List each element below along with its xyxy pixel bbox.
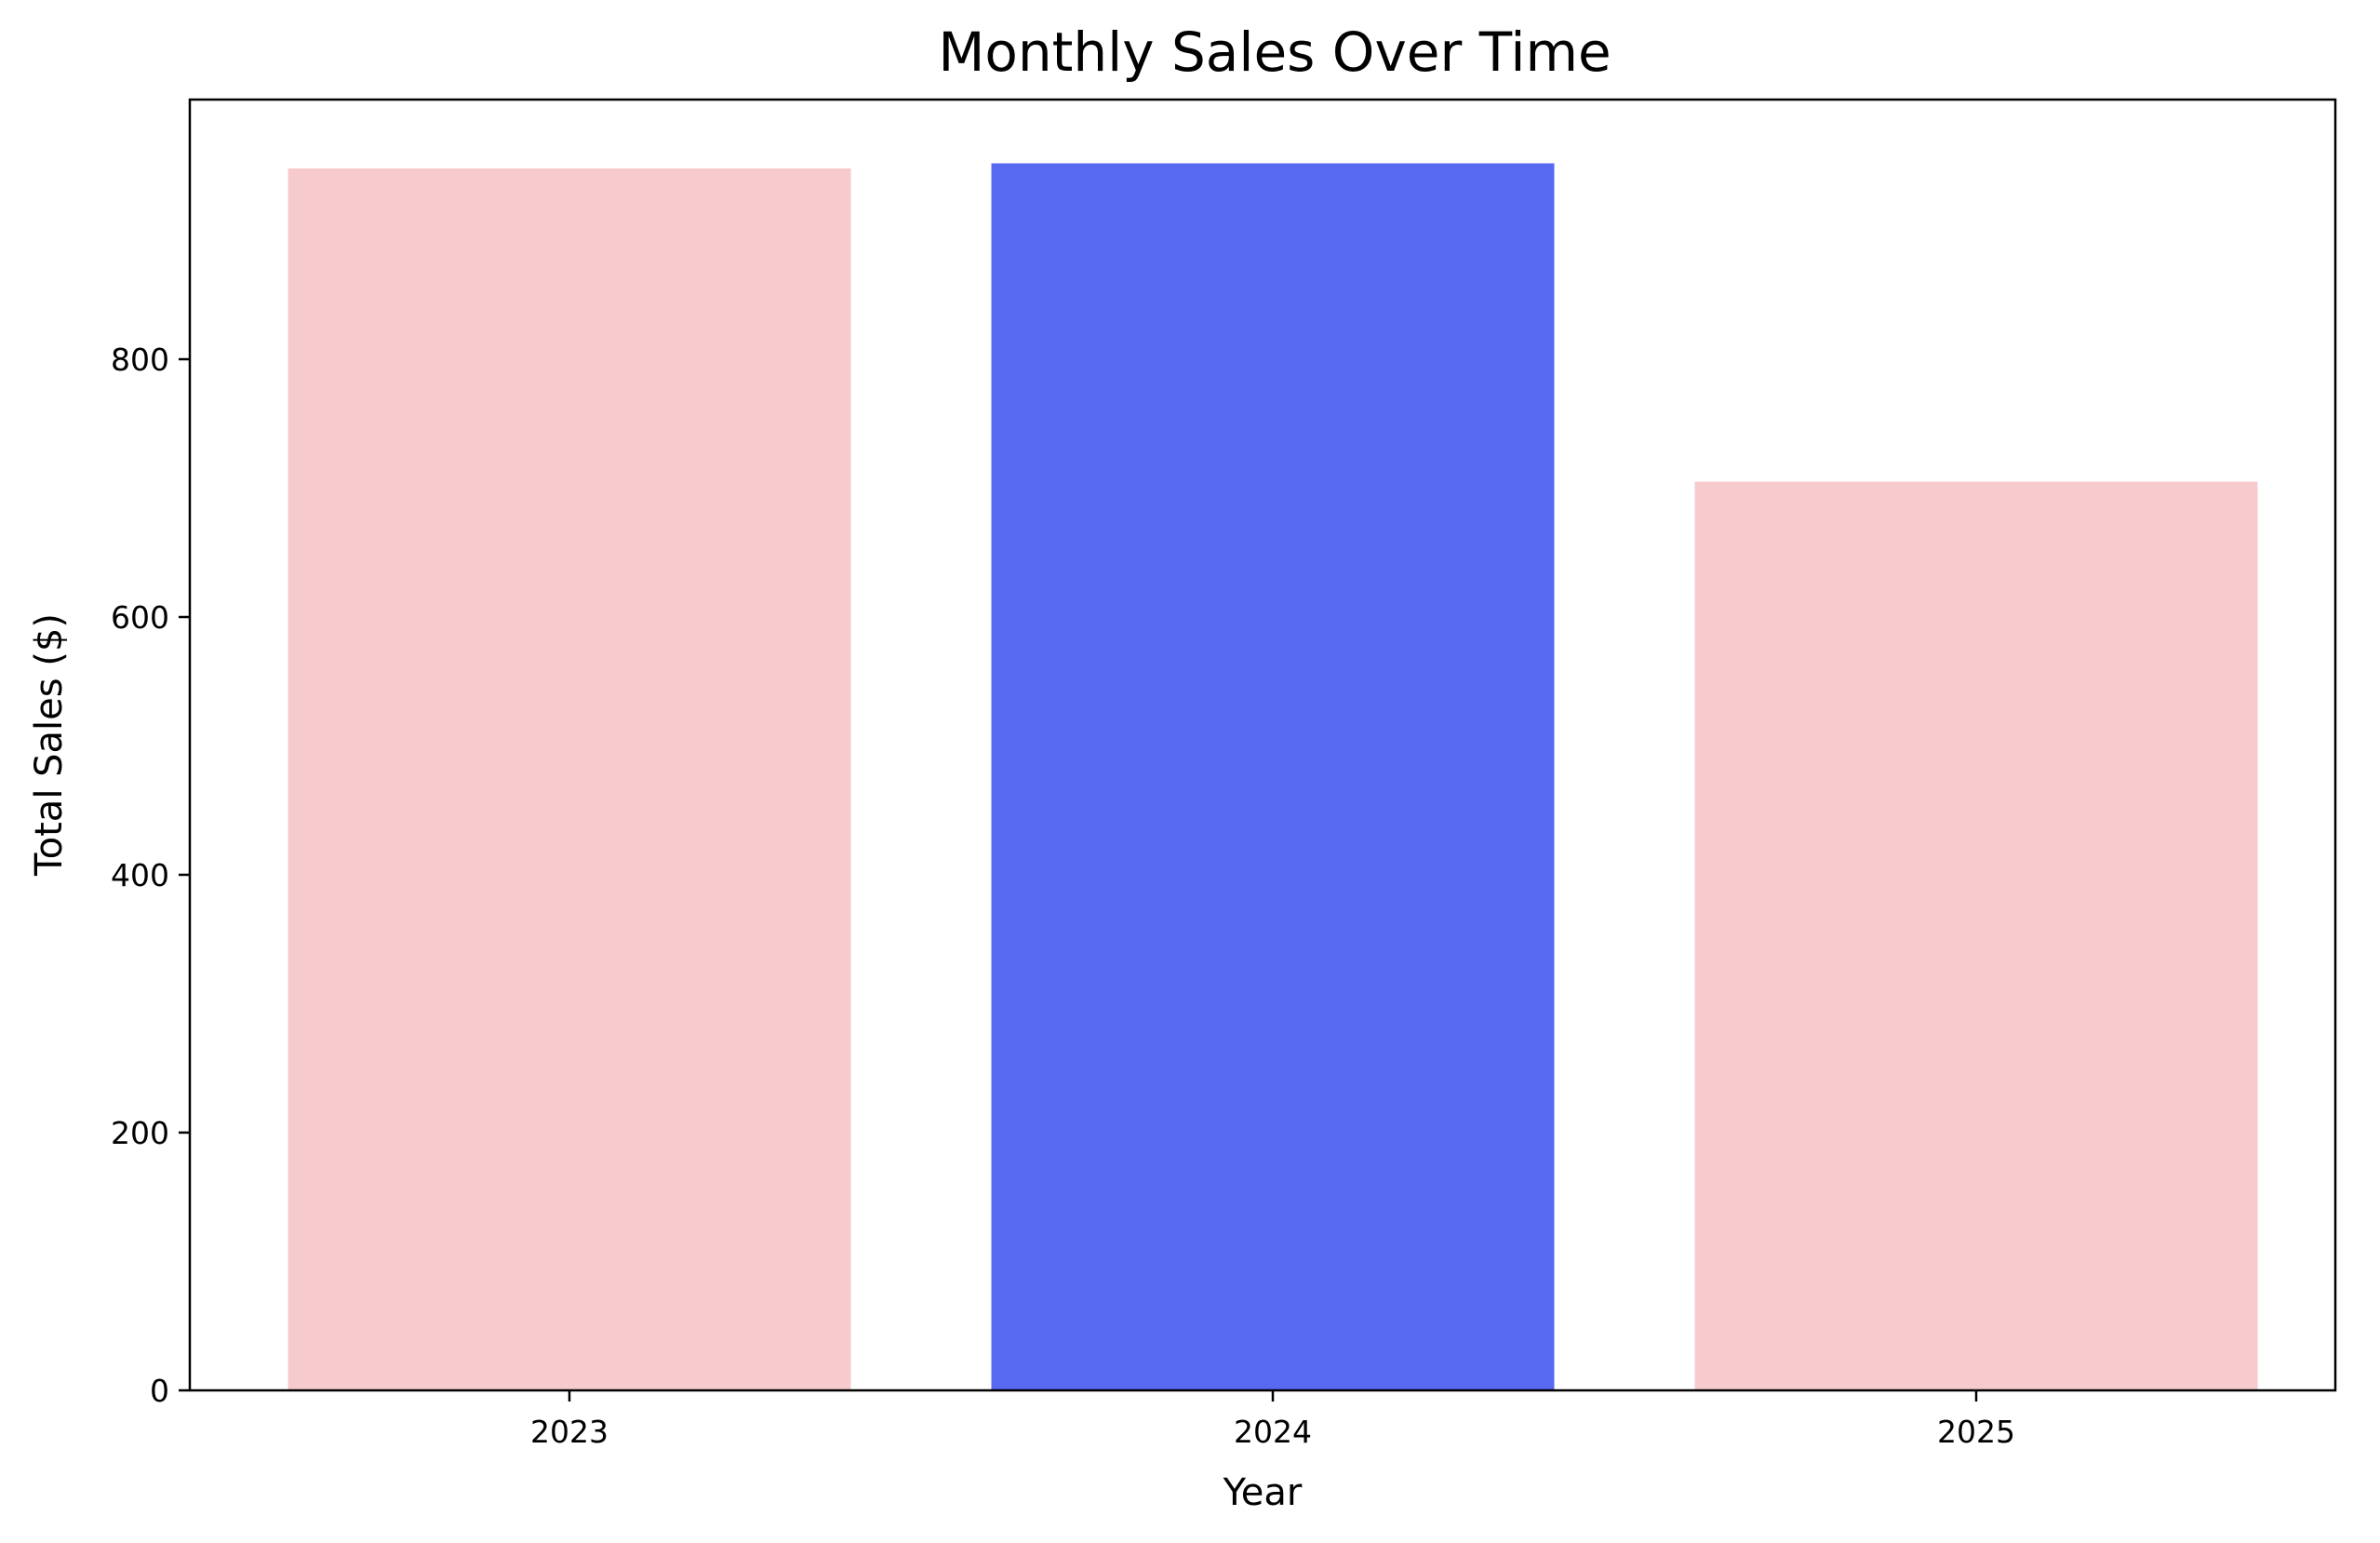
bar-2023 <box>287 168 851 1390</box>
x-tick-label-2024: 2024 <box>1234 1414 1312 1450</box>
x-axis: 2023 2024 2025 <box>530 1390 2015 1450</box>
bar-2025 <box>1694 481 2258 1390</box>
bar-2024 <box>991 163 1555 1391</box>
y-tick-label-800: 800 <box>111 342 169 378</box>
chart-title: Monthly Sales Over Time <box>938 20 1611 84</box>
x-tick-label-2023: 2023 <box>530 1414 608 1450</box>
y-tick-label-200: 200 <box>111 1115 169 1151</box>
y-tick-label-400: 400 <box>111 857 169 893</box>
y-tick-label-0: 0 <box>150 1373 169 1409</box>
x-tick-label-2025: 2025 <box>1937 1414 2015 1450</box>
y-axis-label: Total Sales ($) <box>28 613 71 877</box>
y-tick-label-600: 600 <box>111 599 169 636</box>
x-axis-label: Year <box>1223 1471 1303 1514</box>
y-axis: 0 200 400 600 800 <box>111 342 190 1409</box>
plot-frame <box>188 98 2337 1392</box>
bars-group <box>287 163 2258 1391</box>
